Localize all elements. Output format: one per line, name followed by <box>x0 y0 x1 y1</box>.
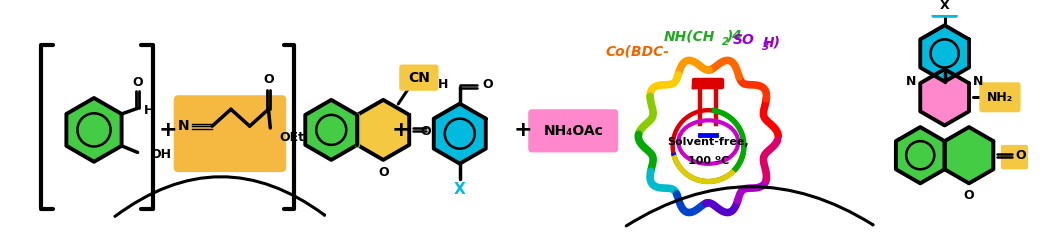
Text: O: O <box>483 78 493 91</box>
FancyBboxPatch shape <box>400 64 439 91</box>
Text: NH₂: NH₂ <box>986 91 1013 104</box>
Text: O: O <box>1015 149 1026 162</box>
Text: X: X <box>940 0 949 12</box>
Polygon shape <box>305 100 357 160</box>
FancyBboxPatch shape <box>931 0 958 18</box>
Polygon shape <box>357 100 409 160</box>
Polygon shape <box>945 127 993 183</box>
Polygon shape <box>694 80 723 87</box>
Polygon shape <box>434 104 486 164</box>
Polygon shape <box>896 127 945 183</box>
Text: 3: 3 <box>762 42 770 52</box>
Text: NH₄OAc: NH₄OAc <box>543 124 603 138</box>
Text: O: O <box>420 125 431 138</box>
Text: Co(BDC-: Co(BDC- <box>606 44 670 58</box>
Text: +: + <box>158 120 178 140</box>
Text: H: H <box>438 78 449 91</box>
Text: 100 ºC: 100 ºC <box>688 156 729 166</box>
FancyBboxPatch shape <box>1001 145 1028 169</box>
Text: H): H) <box>763 36 781 50</box>
Text: H: H <box>144 104 154 117</box>
Text: O: O <box>378 166 389 179</box>
Text: +: + <box>513 120 532 140</box>
FancyBboxPatch shape <box>528 109 619 152</box>
Polygon shape <box>921 69 969 125</box>
Text: O: O <box>132 75 142 88</box>
Text: OEt: OEt <box>280 131 305 144</box>
Text: 4: 4 <box>730 29 740 43</box>
Text: CN: CN <box>408 71 429 85</box>
Text: ): ) <box>727 29 733 43</box>
Polygon shape <box>66 98 121 162</box>
FancyBboxPatch shape <box>979 82 1020 112</box>
Polygon shape <box>921 25 969 82</box>
Text: 2: 2 <box>722 37 729 47</box>
FancyArrowPatch shape <box>626 187 873 226</box>
Text: Solvent-free,: Solvent-free, <box>668 137 749 147</box>
Text: N: N <box>974 75 983 88</box>
Text: O: O <box>964 189 975 202</box>
Text: OH: OH <box>151 148 172 161</box>
Text: NH(CH: NH(CH <box>663 29 715 43</box>
Text: N: N <box>906 75 916 88</box>
FancyArrowPatch shape <box>115 177 324 216</box>
FancyBboxPatch shape <box>173 95 286 172</box>
Text: +: + <box>391 120 410 140</box>
Text: X: X <box>454 183 466 197</box>
Text: N: N <box>178 119 189 133</box>
Text: SO: SO <box>733 33 755 47</box>
Text: O: O <box>264 73 274 86</box>
